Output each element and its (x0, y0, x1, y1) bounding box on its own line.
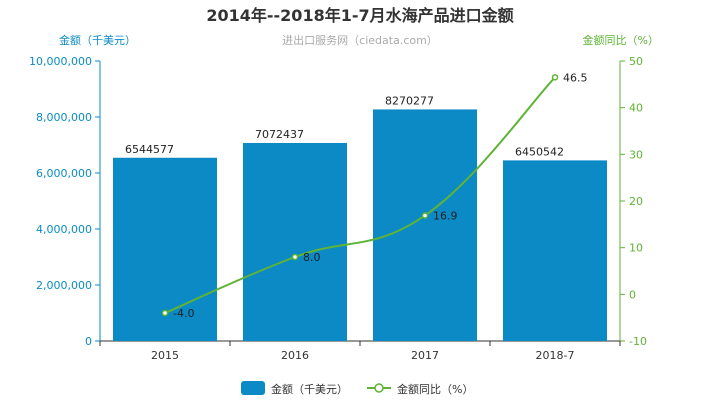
x-axis-tick-label: 2017 (411, 349, 439, 362)
y-axis-right-tick-label: 30 (629, 148, 643, 161)
y-axis-left-tick-label: 6,000,000 (36, 167, 92, 180)
y-axis-left-title: 金额（千美元） (59, 33, 136, 47)
line-series-path (164, 76, 556, 314)
line-point (551, 74, 559, 81)
bar (243, 142, 347, 341)
line-value-label: 8.0 (303, 251, 321, 264)
line-value-label: 46.5 (563, 71, 588, 84)
y-axis-left-tick-label: 4,000,000 (36, 223, 92, 236)
x-axis-tick-label: 2015 (151, 349, 179, 362)
y-axis-left-tick-label: 8,000,000 (36, 111, 92, 124)
y-axis-right-tick-label: -10 (629, 335, 647, 348)
y-axis-right-tick-label: 10 (629, 242, 643, 255)
y-axis-right-tick-label: 0 (629, 288, 636, 301)
bar (373, 109, 477, 341)
y-axis-right-tick-label: 20 (629, 195, 643, 208)
line-point (161, 309, 169, 317)
legend-line-label: 金额同比（%） (397, 382, 473, 396)
bar-value-label: 8270277 (385, 94, 434, 107)
bar-value-label: 7072437 (255, 128, 304, 141)
line-point (421, 212, 429, 219)
y-axis-right-tick-label: 40 (629, 102, 643, 115)
legend-line-marker (374, 383, 384, 393)
bar-value-label: 6450542 (515, 145, 564, 158)
legend-bar-label: 金额（千美元） (271, 382, 348, 396)
x-axis-tick-label: 2018-7 (536, 349, 575, 362)
y-axis-right-title: 金额同比（%） (583, 33, 659, 47)
y-axis-left-tick-label: 0 (85, 335, 92, 348)
y-axis-right-tick-label: 50 (629, 55, 643, 68)
legend-bar-swatch (241, 381, 265, 395)
line-value-label: 16.9 (433, 209, 458, 222)
bar-value-label: 6544577 (125, 143, 174, 156)
legend: 金额（千美元） 金额同比（%） (241, 381, 473, 396)
bar (503, 160, 607, 341)
plot-area: 0 2,000,000 4,000,000 6,000,000 8,000,000 10,… (29, 55, 647, 362)
chart-subtitle: 进出口服务网（ciedata.com） (282, 33, 438, 47)
line-value-label: -4.0 (173, 307, 194, 320)
chart-title: 2014年--2018年1-7月水海产品进口金额 (206, 6, 513, 25)
y-axis-left-tick-label: 10,000,000 (29, 55, 92, 68)
x-axis-tick-label: 2016 (281, 349, 309, 362)
line-point (291, 253, 299, 261)
y-axis-left-tick-label: 2,000,000 (36, 279, 92, 292)
